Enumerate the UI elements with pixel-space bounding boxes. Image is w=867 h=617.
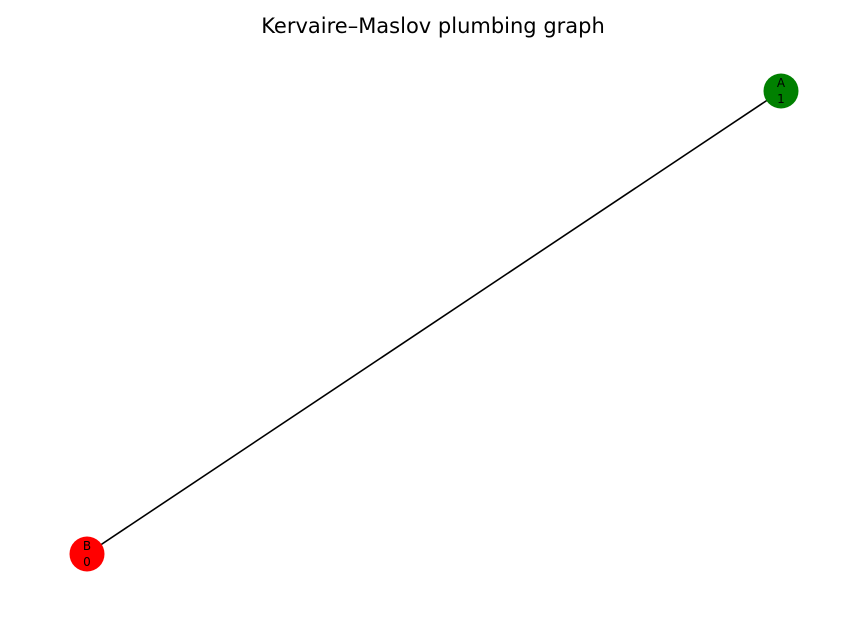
node-b-name: B [83, 539, 91, 553]
node-a: A 1 [763, 73, 799, 109]
node-b: B 0 [69, 536, 105, 572]
edges-layer [86, 90, 782, 555]
node-a-name: A [777, 76, 786, 90]
node-b-circle [69, 536, 105, 572]
nodes-layer: A 1 B 0 [69, 73, 799, 572]
node-b-value: 0 [83, 555, 91, 569]
edge-a-b [86, 90, 782, 555]
node-a-value: 1 [777, 92, 785, 106]
graph-title: Kervaire–Maslov plumbing graph [261, 14, 605, 38]
node-a-circle [763, 73, 799, 109]
